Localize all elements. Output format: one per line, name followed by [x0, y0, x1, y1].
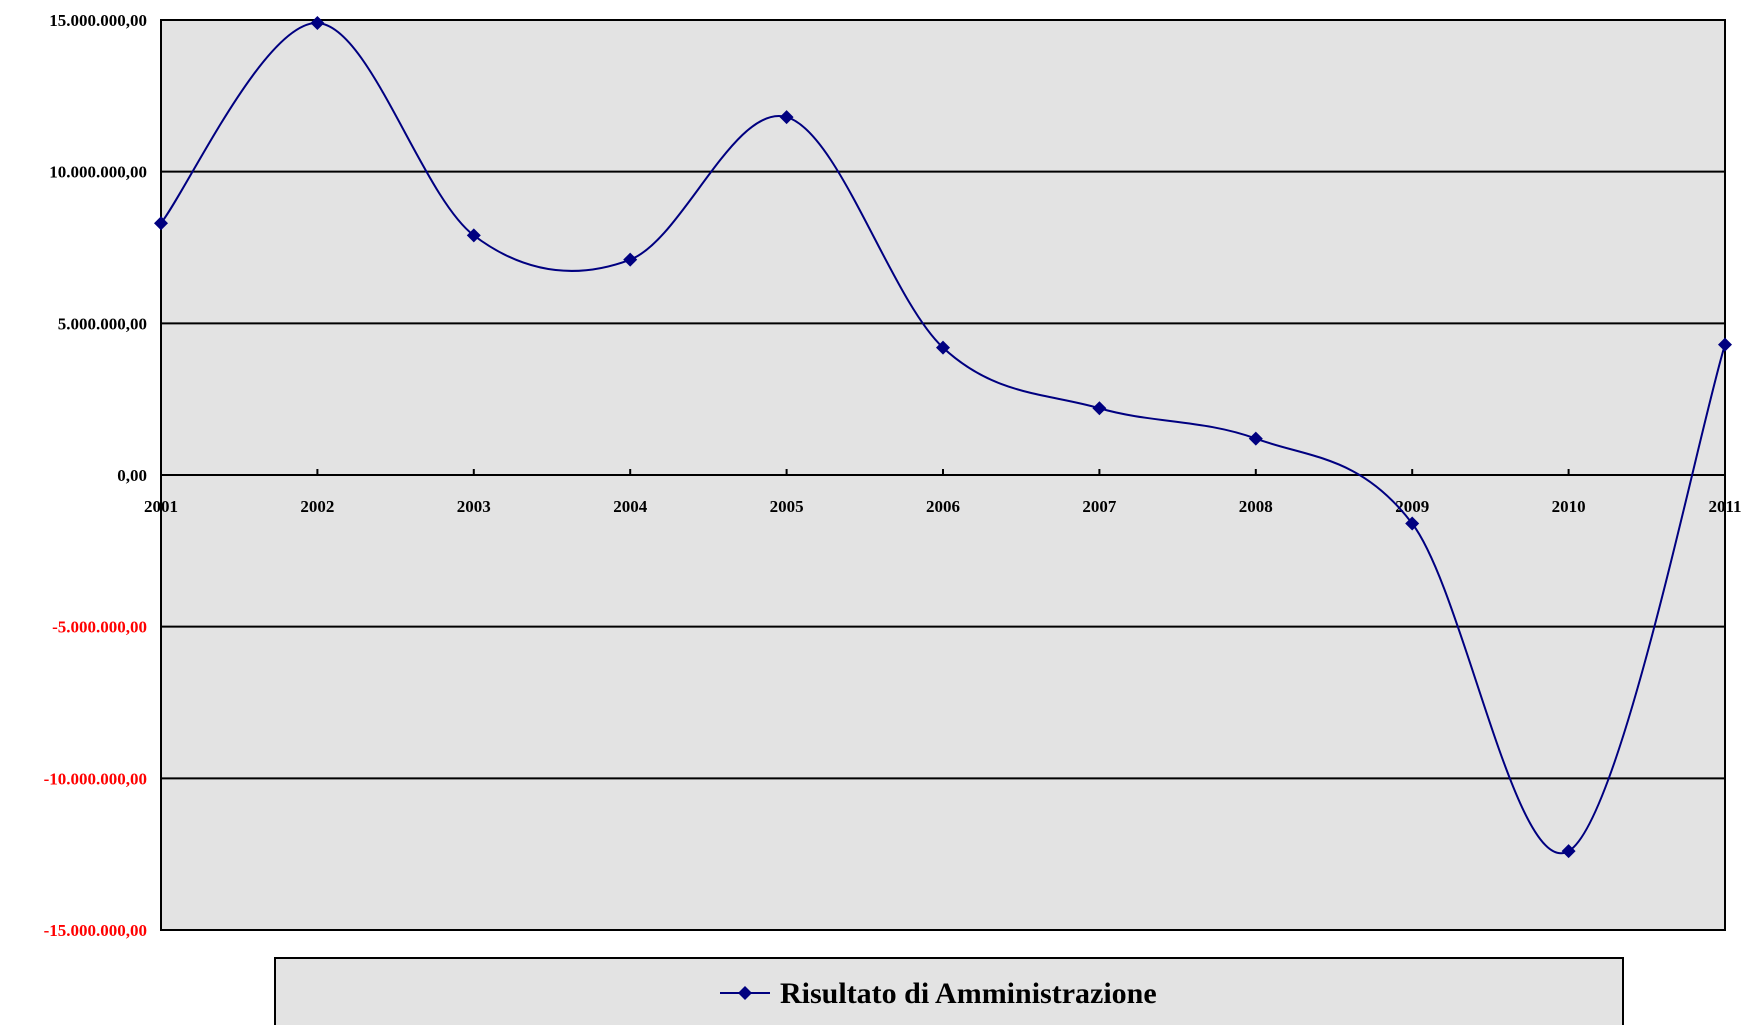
data-point [1405, 516, 1420, 531]
legend-box [274, 957, 1624, 1025]
y-tick-label: 0,00 [117, 466, 147, 485]
x-tick-label: 2009 [1395, 497, 1429, 516]
x-tick-label: 2007 [1082, 497, 1117, 516]
x-tick-label: 2001 [144, 497, 178, 516]
data-point [936, 340, 950, 355]
y-tick-label: 5.000.000,00 [58, 314, 147, 333]
x-tick-label: 2003 [457, 497, 491, 516]
legend-marker [738, 986, 752, 1000]
x-tick-label: 2010 [1552, 497, 1586, 516]
legend: Risultato di Amministrazione [274, 957, 1624, 1025]
x-tick-label: 2006 [926, 497, 960, 516]
x-tick-label: 2002 [300, 497, 334, 516]
data-point [779, 110, 794, 125]
data-point [623, 252, 638, 267]
y-tick-label: -15.000.000,00 [44, 921, 147, 940]
x-tick-label: 2005 [770, 497, 804, 516]
data-point [1092, 401, 1107, 416]
data-point [1561, 844, 1576, 859]
data-point [1718, 337, 1732, 352]
x-tick-label: 2004 [613, 497, 648, 516]
legend-label: Risultato di Amministrazione [780, 977, 1157, 1010]
data-point [154, 216, 168, 231]
y-tick-label: 10.000.000,00 [49, 163, 147, 182]
y-tick-label: -10.000.000,00 [44, 769, 147, 788]
y-tick-label: 15.000.000,00 [49, 11, 147, 30]
x-tick-label: 2008 [1239, 497, 1273, 516]
y-tick-label: -5.000.000,00 [52, 618, 147, 637]
data-point [310, 16, 325, 31]
data-point [1248, 431, 1263, 446]
data-point [466, 228, 481, 243]
x-tick-label: 2011 [1708, 497, 1741, 516]
